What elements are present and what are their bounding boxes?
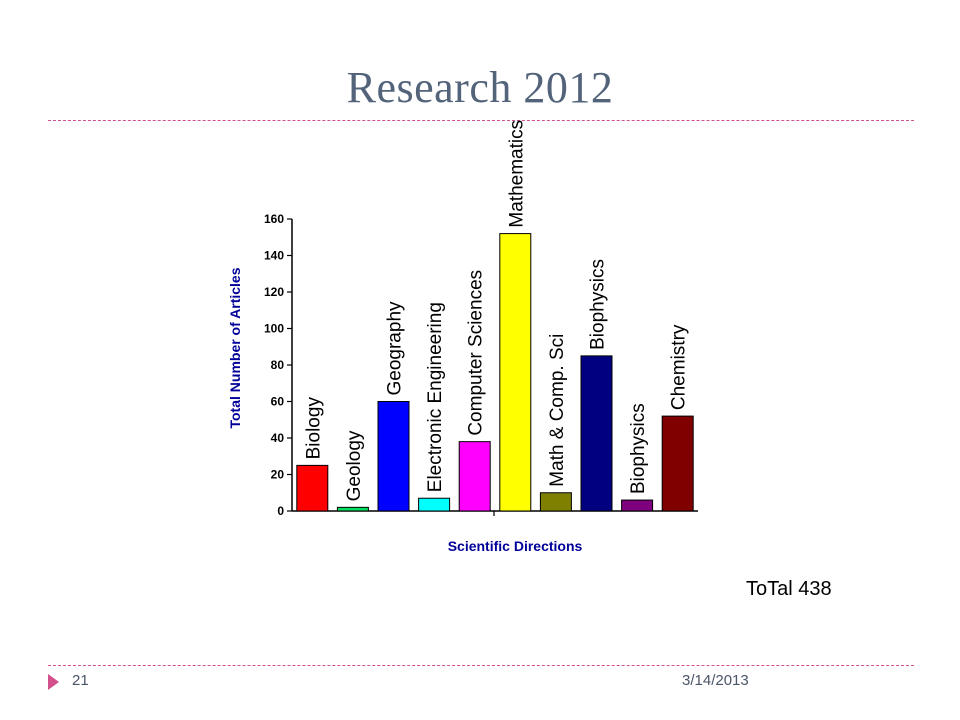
- page-number: 21: [72, 672, 89, 689]
- footer-date: 3/14/2013: [682, 672, 749, 689]
- bar-category-label: Biology: [303, 397, 324, 460]
- y-tick-label: 100: [264, 322, 284, 336]
- slide-title: Research 2012: [346, 63, 614, 112]
- y-tick-label: 0: [277, 504, 284, 518]
- y-tick-label: 40: [271, 431, 285, 445]
- bar: [621, 499, 654, 512]
- bar: [296, 464, 329, 512]
- y-tick-label: 140: [264, 249, 284, 263]
- bar: [661, 415, 694, 512]
- y-tick-label: 120: [264, 285, 284, 299]
- bar-category-label: Geology: [344, 430, 365, 501]
- total-label: ToTal 438: [746, 578, 832, 600]
- y-tick-label: 60: [271, 395, 285, 409]
- bar-category-label: Biophysics: [588, 259, 609, 350]
- bar: [418, 497, 451, 512]
- bar: [377, 401, 410, 512]
- title-divider: [48, 120, 914, 121]
- bar-category-label: Math & Comp. Sci: [547, 334, 568, 487]
- footer-divider: [48, 665, 914, 666]
- bar: [499, 233, 532, 512]
- bar: [580, 355, 613, 512]
- bar-category-label: Geography: [385, 301, 406, 396]
- bar-category-label: Electronic Engineering: [425, 302, 446, 492]
- y-axis-title: Total Number of Articles: [227, 267, 243, 428]
- y-tick-label: 80: [271, 358, 285, 372]
- bar-category-label: Chemistry: [669, 324, 690, 410]
- bar: [539, 492, 572, 512]
- bar-category-label: Biophysics: [628, 403, 649, 494]
- bar-category-label: Computer Sciences: [466, 270, 487, 436]
- bar: [458, 441, 491, 512]
- y-tick-label: 20: [271, 468, 285, 482]
- footer-arrow-icon: [48, 674, 59, 690]
- bar: [336, 506, 369, 512]
- bar-category-label: Mathematics: [506, 120, 527, 228]
- y-tick-label: 160: [264, 212, 284, 226]
- x-axis-title: Scientific Directions: [448, 538, 583, 554]
